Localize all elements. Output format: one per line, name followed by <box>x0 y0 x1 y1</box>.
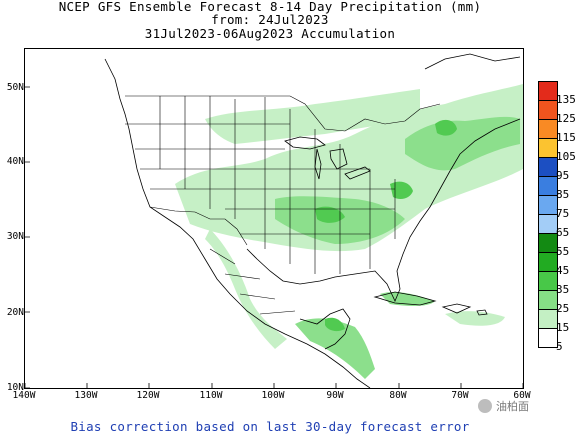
legend-swatch-75 <box>538 196 558 215</box>
legend-label-105: 105 <box>556 150 576 163</box>
bias-correction-note: Bias correction based on last 30-day for… <box>70 419 470 434</box>
coast-yucatan <box>299 308 351 350</box>
legend-label-95: 95 <box>556 169 570 182</box>
legend-swatch-55 <box>538 234 558 253</box>
legend-swatch-125 <box>538 101 558 120</box>
lon-label-110w: 110W <box>199 390 223 401</box>
legend-label-125: 125 <box>556 112 576 125</box>
watermark-text: 油柏面 <box>496 400 529 413</box>
lat-label-40n: 40N <box>6 156 24 167</box>
legend-label-115: 115 <box>556 131 576 144</box>
precip-caribbean-east <box>445 311 505 326</box>
lon-label-80w: 80W <box>389 390 407 401</box>
legend-swatch-5 <box>538 329 558 348</box>
legend-label-55: 55 <box>556 245 570 258</box>
precip-carolinas <box>390 181 413 199</box>
lake-michigan <box>314 148 322 180</box>
precip-gulf-coast <box>315 206 345 223</box>
precip-shading <box>175 84 523 379</box>
precip-central-america <box>295 318 375 379</box>
lake-superior <box>284 136 326 150</box>
legend-label-15: 15 <box>556 321 570 334</box>
state-lines-h <box>125 123 395 235</box>
map-subtitle-period: 31Jul2023-06Aug2023 Accumulation <box>144 26 396 41</box>
frame-ticks <box>25 86 523 388</box>
legend-label-85: 85 <box>556 188 570 201</box>
legend-swatch-115 <box>538 120 558 139</box>
map-subtitle-date: from: 24Jul2023 <box>211 12 329 27</box>
lon-label-100w: 100W <box>261 390 285 401</box>
legend-label-135: 135 <box>556 93 576 106</box>
precip-northeast <box>405 116 520 171</box>
us-canada-border <box>125 95 441 132</box>
lat-label-20n: 20N <box>6 307 24 318</box>
coast-gulf-atlantic <box>246 118 521 302</box>
legend-swatch-135 <box>538 81 558 101</box>
legend-label-35: 35 <box>556 283 570 296</box>
lat-label-30n: 30N <box>6 231 24 242</box>
legend-swatch-65 <box>538 215 558 234</box>
political-borders <box>125 95 441 315</box>
legend-swatch-15 <box>538 310 558 329</box>
lon-label-130w: 130W <box>74 390 98 401</box>
coast-canada-east <box>424 53 521 70</box>
map-title: NCEP GFS Ensemble Forecast 8-14 Day Prec… <box>58 0 482 14</box>
precip-legend <box>538 81 558 348</box>
legend-swatch-85 <box>538 177 558 196</box>
precip-mexico-west <box>205 229 287 349</box>
lat-label-50n: 50N <box>6 82 24 93</box>
precip-yucatan <box>325 317 345 332</box>
legend-label-25: 25 <box>556 302 570 315</box>
lon-label-90w: 90W <box>326 390 344 401</box>
legend-swatch-45 <box>538 253 558 272</box>
mexico-states <box>209 248 296 315</box>
lon-label-120w: 120W <box>136 390 160 401</box>
lon-label-60w: 60W <box>513 390 531 401</box>
legend-label-5: 5 <box>556 340 563 353</box>
puerto-rico <box>476 309 488 316</box>
watermark: 油柏面 <box>478 398 529 414</box>
legend-swatch-35 <box>538 272 558 291</box>
legend-swatch-105 <box>538 139 558 158</box>
lon-label-140w: 140W <box>12 390 36 401</box>
lake-huron <box>329 148 348 170</box>
precipitation-map <box>24 48 524 389</box>
legend-label-45: 45 <box>556 264 570 277</box>
legend-swatch-95 <box>538 158 558 177</box>
map-canvas <box>25 53 523 388</box>
precip-maine <box>435 119 457 136</box>
us-mexico-border <box>149 206 248 246</box>
precip-canada <box>205 89 420 144</box>
legend-label-65: 65 <box>556 226 570 239</box>
legend-label-75: 75 <box>556 207 570 220</box>
lat-label-10n: 10N <box>6 382 24 393</box>
hispaniola <box>441 303 472 314</box>
wechat-icon <box>478 399 492 413</box>
cuba <box>373 291 437 306</box>
lon-label-70w: 70W <box>451 390 469 401</box>
legend-swatch-25 <box>538 291 558 310</box>
